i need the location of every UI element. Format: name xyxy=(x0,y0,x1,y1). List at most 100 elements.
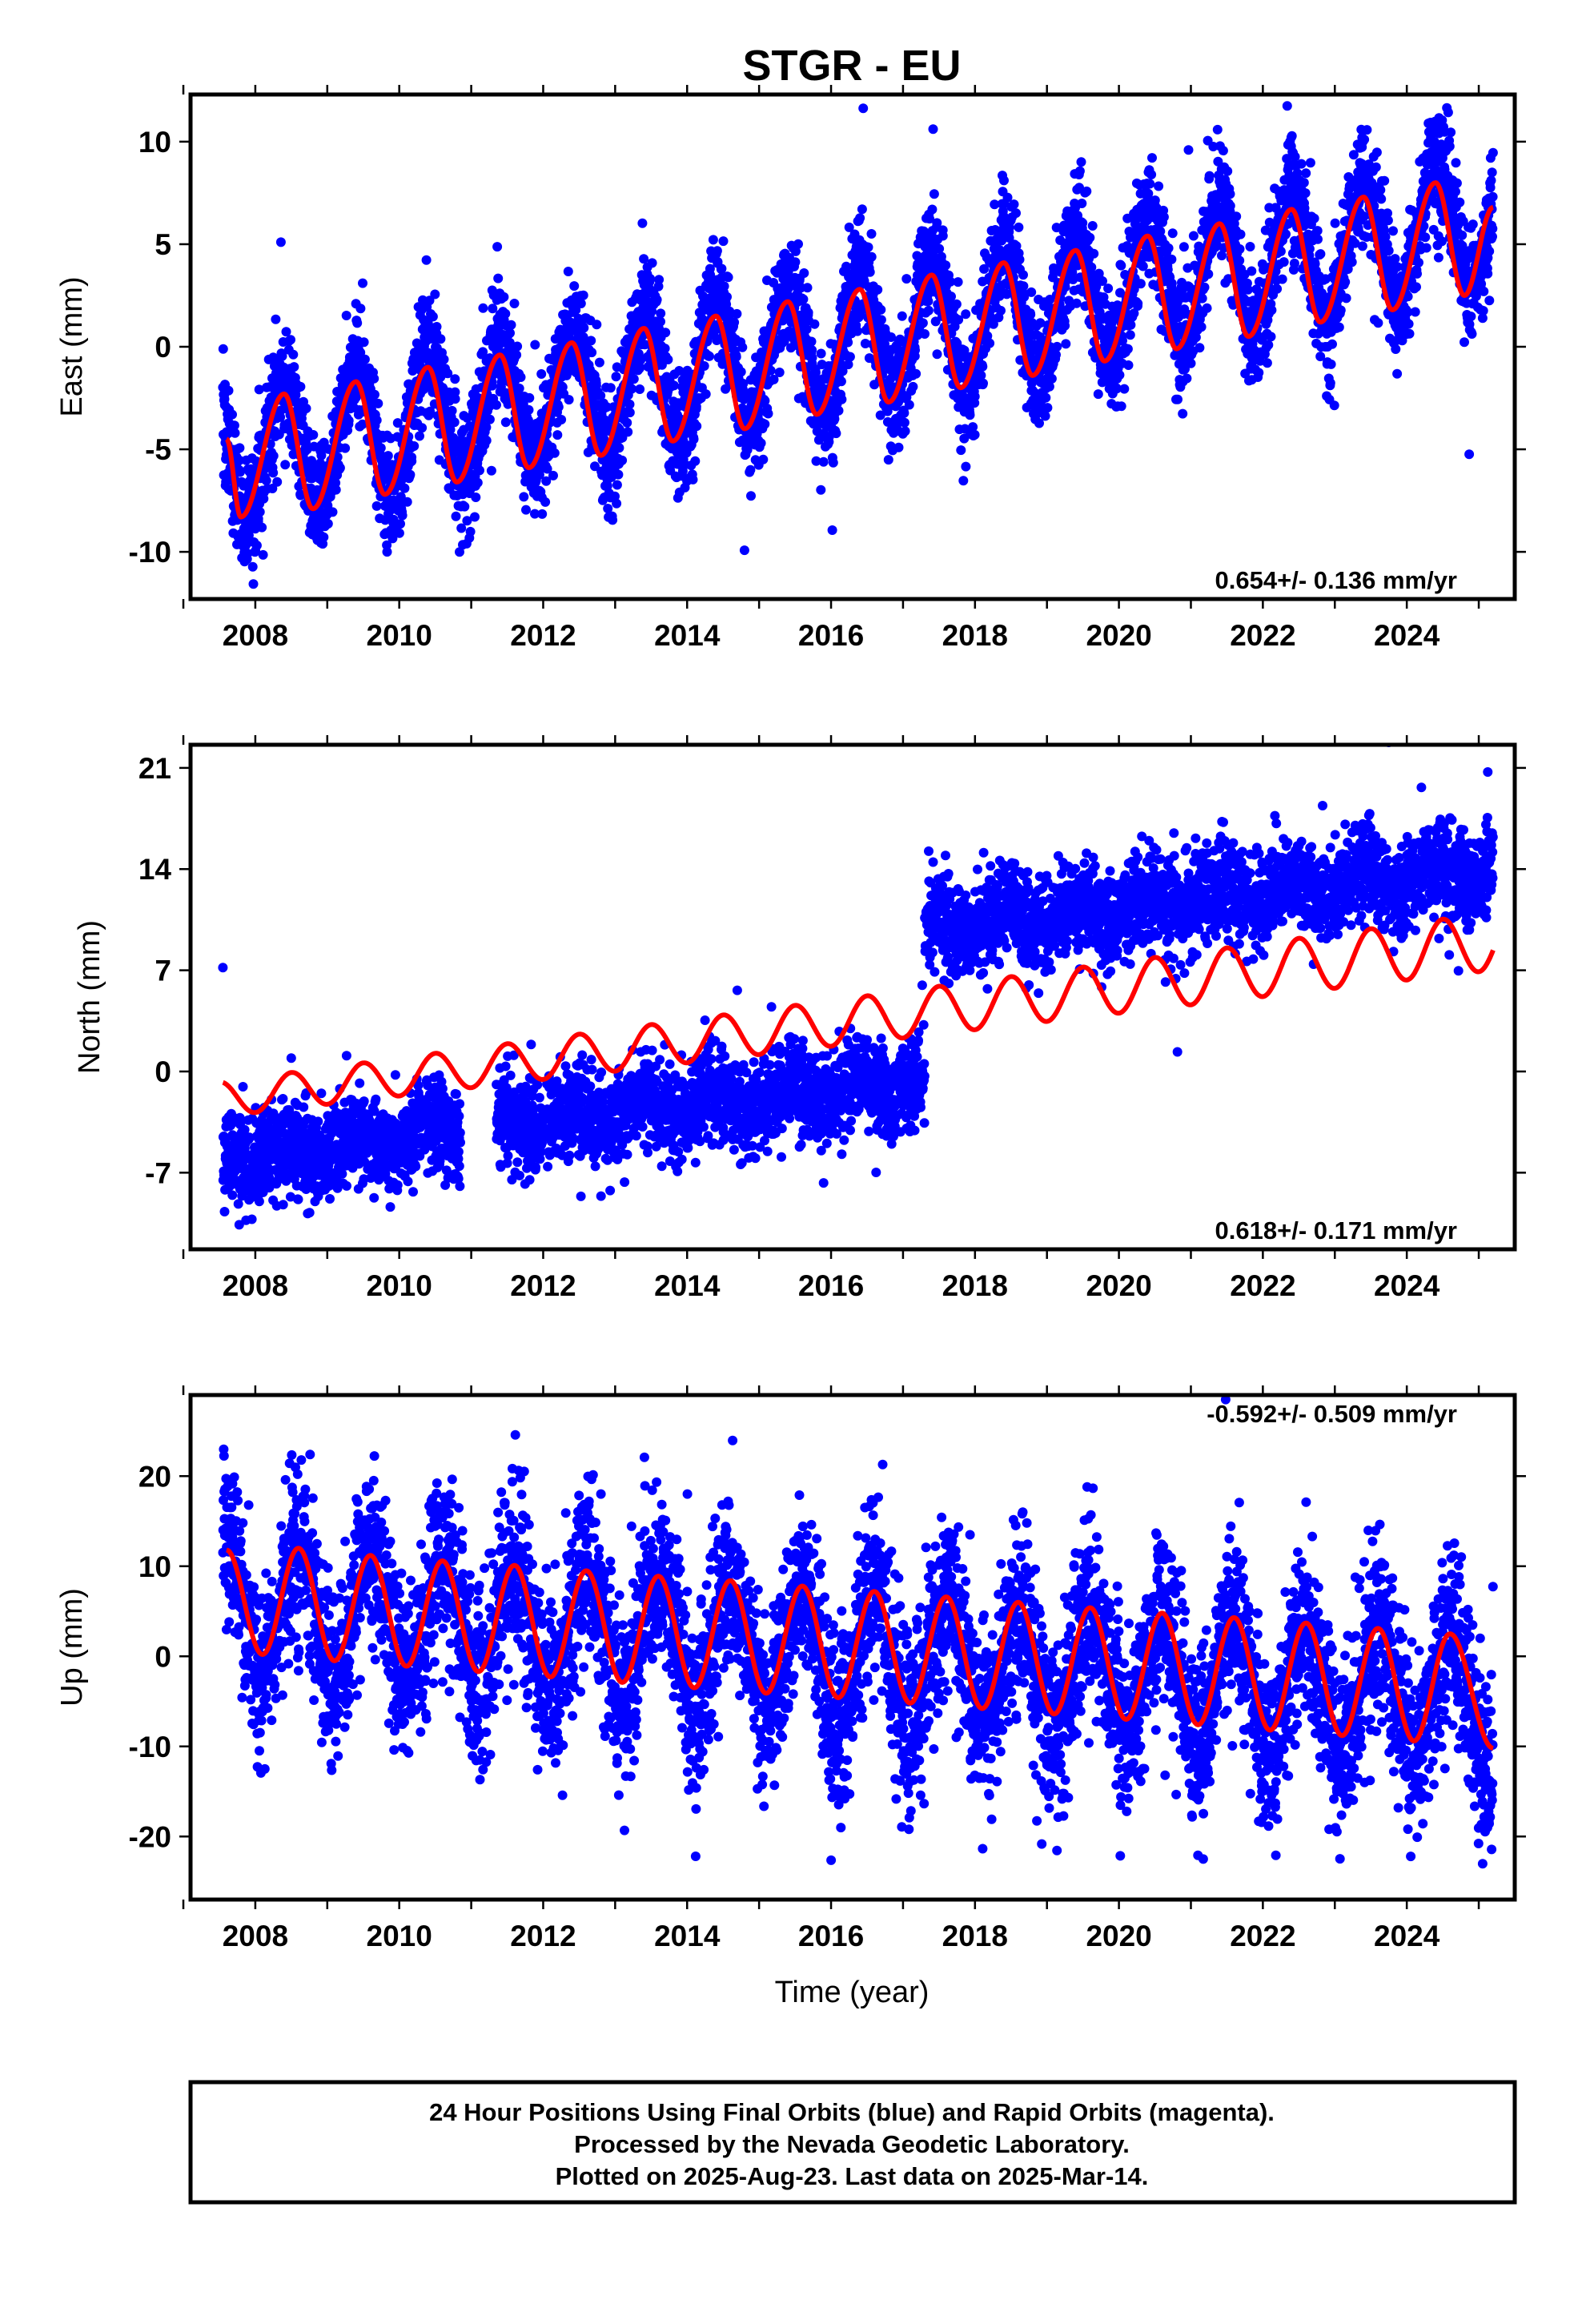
data-point xyxy=(866,229,877,239)
data-point xyxy=(571,305,581,316)
data-point xyxy=(818,456,829,467)
data-point xyxy=(450,374,460,384)
data-point xyxy=(799,268,809,278)
data-point xyxy=(721,384,731,394)
data-point xyxy=(1026,287,1037,297)
data-point xyxy=(592,320,602,330)
data-point xyxy=(979,263,990,274)
data-point xyxy=(806,336,817,347)
data-point xyxy=(295,490,306,501)
data-point xyxy=(358,278,367,288)
data-point xyxy=(690,456,701,466)
data-point xyxy=(934,243,945,254)
data-point xyxy=(1114,370,1125,380)
data-point xyxy=(392,418,403,428)
data-point xyxy=(831,428,841,439)
data-point xyxy=(552,430,563,440)
data-point xyxy=(396,519,405,529)
data-point xyxy=(288,349,299,360)
data-point xyxy=(1147,153,1157,163)
data-point xyxy=(873,284,883,295)
data-point xyxy=(910,345,920,356)
data-point xyxy=(810,368,821,378)
data-point xyxy=(1082,186,1092,196)
data-point xyxy=(1076,157,1086,167)
data-point xyxy=(235,467,245,477)
data-point xyxy=(1018,281,1029,292)
data-point xyxy=(1138,261,1148,271)
data-point xyxy=(1071,298,1082,308)
data-point xyxy=(985,338,995,348)
data-point xyxy=(281,327,291,337)
data-point xyxy=(343,416,354,426)
data-point xyxy=(272,476,283,487)
data-point xyxy=(1041,392,1051,403)
data-point xyxy=(731,352,741,362)
data-point xyxy=(941,260,951,271)
data-point xyxy=(1098,276,1107,286)
data-point xyxy=(901,274,912,284)
data-point xyxy=(954,315,964,325)
data-point xyxy=(542,464,552,474)
data-point xyxy=(500,417,511,428)
data-point xyxy=(478,347,488,357)
data-point xyxy=(965,410,975,420)
data-point xyxy=(319,532,329,542)
data-point xyxy=(897,311,907,321)
data-point xyxy=(654,275,665,285)
data-point xyxy=(512,350,522,360)
data-point xyxy=(858,103,869,114)
data-point xyxy=(1034,418,1044,428)
data-point xyxy=(428,312,438,322)
data-point xyxy=(1119,384,1130,394)
data-point xyxy=(1009,199,1019,210)
data-point xyxy=(833,405,844,416)
data-point xyxy=(1267,305,1277,316)
data-point xyxy=(308,430,319,440)
data-point xyxy=(576,299,586,308)
data-point xyxy=(1035,318,1046,328)
data-point xyxy=(917,318,928,328)
data-point xyxy=(883,455,893,465)
data-point xyxy=(286,335,295,345)
data-point xyxy=(359,337,369,348)
data-point xyxy=(886,332,896,342)
data-point xyxy=(900,426,910,436)
data-point xyxy=(1225,189,1235,199)
data-point xyxy=(829,414,840,424)
data-point xyxy=(488,304,498,314)
data-point xyxy=(970,429,980,440)
data-point xyxy=(628,374,639,384)
data-point xyxy=(622,417,632,428)
data-point xyxy=(289,362,299,372)
data-point xyxy=(610,491,620,501)
data-point xyxy=(961,461,971,472)
data-point xyxy=(1014,222,1024,232)
data-point xyxy=(807,352,817,363)
data-point xyxy=(793,239,803,249)
data-point xyxy=(227,409,237,420)
data-point xyxy=(1135,279,1146,289)
data-point xyxy=(277,351,287,361)
data-point xyxy=(844,222,854,232)
data-point xyxy=(382,547,392,557)
data-point xyxy=(692,421,702,432)
data-point xyxy=(465,526,476,537)
data-point xyxy=(911,368,921,379)
data-point xyxy=(1002,192,1013,203)
data-point xyxy=(323,519,333,529)
data-point xyxy=(548,470,558,480)
data-point xyxy=(396,492,406,502)
data-point xyxy=(790,257,801,267)
data-point xyxy=(1158,212,1169,222)
data-point xyxy=(553,402,564,412)
data-point xyxy=(1122,344,1133,354)
data-point xyxy=(1263,340,1274,350)
data-point xyxy=(1235,229,1246,239)
data-point xyxy=(556,415,567,424)
data-point xyxy=(647,258,657,268)
data-point xyxy=(247,561,258,572)
data-point xyxy=(627,384,637,394)
data-point xyxy=(701,389,711,400)
